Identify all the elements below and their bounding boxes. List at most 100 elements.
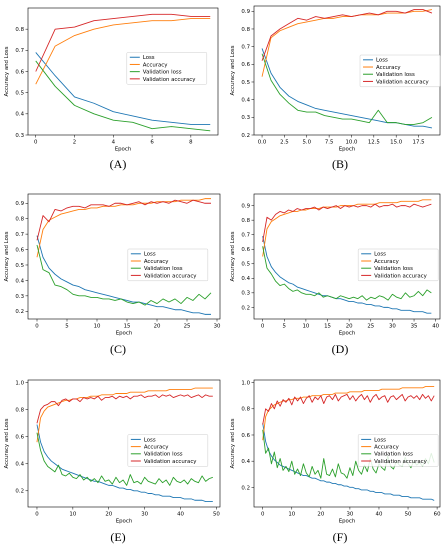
chart-a-legend-label: Validation loss <box>143 70 182 76</box>
chart-c-ylabel: Accuracy and Loss <box>4 231 10 281</box>
chart-e-legend-label: Loss <box>144 437 156 443</box>
chart-f-ytick-label: 0.8 <box>241 407 250 413</box>
chart-f-legend-label: Accuracy <box>374 445 399 451</box>
chart-b-xlabel: Epoch <box>339 147 356 153</box>
chart-b-xtick-label: 15.0 <box>390 140 403 146</box>
chart-d-series-line-2 <box>262 246 432 301</box>
chart-b-ytick-label: 0.6 <box>241 62 250 68</box>
chart-f-xtick-label: 40 <box>376 512 383 518</box>
chart-a-ytick-label: 0.5 <box>15 91 24 97</box>
chart-d-ytick-label: 0.7 <box>241 233 250 239</box>
chart-a-ytick-label: 0.3 <box>15 133 24 139</box>
chart-panel-e: 0 10 20 30 40 50 0.2 0.4 0.6 0.8 1.0 Epoch Accuracy … <box>0 368 223 528</box>
chart-panel-a: 0 2 4 6 8 0.3 0.4 0.5 0.6 0.7 0.8 Epoch Accuracy and… <box>0 0 223 158</box>
chart-f-ytick-label: 0.2 <box>241 485 250 491</box>
chart-b-legend-label: Validation loss <box>376 72 415 78</box>
chart-panel-c: 0 5 10 15 20 25 30 0.2 0.3 0.4 0.5 0.6 0.7 0.8 0.9 Epoc… <box>0 182 223 342</box>
chart-d-xlabel: Epoch <box>339 331 356 337</box>
chart-c-ytick-label: 0.5 <box>15 263 24 269</box>
chart-c-ytick-label: 0.2 <box>15 309 24 315</box>
chart-a-ylabel: Accuracy and Loss <box>4 46 10 96</box>
chart-d-ytick-label: 0.8 <box>241 218 250 224</box>
chart-d-xtick-label: 5 <box>283 324 286 330</box>
chart-d-ylabel: Accuracy and Loss <box>230 231 236 281</box>
chart-a-xlabel: Epoch <box>115 147 132 153</box>
chart-f-svg: 0 10 20 30 40 50 60 0.2 0.4 0.6 0.8 1.0 Epoch Accurac… <box>230 379 441 525</box>
chart-d-xtick-label: 30 <box>389 324 396 330</box>
chart-b-ytick-label: 0.3 <box>241 115 250 121</box>
chart-f-legend-label: Validation loss <box>374 452 413 458</box>
chart-e-legend-label: Validation loss <box>144 452 183 458</box>
chart-d-series-line-3 <box>262 203 432 243</box>
chart-e-xtick-label: 20 <box>105 512 112 518</box>
chart-e-legend-box <box>127 434 209 467</box>
chart-b-ytick-label: 0.4 <box>241 98 250 104</box>
chart-e-series-line-0 <box>36 424 213 503</box>
chart-a-xtick-label: 2 <box>73 140 76 146</box>
chart-c-series-line-0 <box>36 235 211 315</box>
caption-e: (E) <box>110 530 126 544</box>
chart-b-xtick-label: 17.5 <box>413 140 425 146</box>
chart-e-ytick-label: 0.4 <box>15 462 24 468</box>
chart-e-ytick-label: 1.0 <box>15 381 24 387</box>
chart-b-ytick-label: 0.8 <box>241 27 250 33</box>
chart-f-xtick-label: 30 <box>346 512 353 518</box>
chart-c-xtick-label: 10 <box>94 324 101 330</box>
chart-c-xtick-label: 5 <box>65 324 68 330</box>
chart-a-legend-label: Accuracy <box>143 62 168 68</box>
chart-b-ytick-label: 0.7 <box>241 45 250 51</box>
chart-a-xtick-label: 0 <box>34 140 38 146</box>
chart-f-xtick-label: 0 <box>261 512 265 518</box>
chart-a-ytick-label: 0.8 <box>15 27 24 33</box>
chart-e-ytick-label: 0.8 <box>15 408 24 414</box>
chart-d-ytick-label: 0.3 <box>241 291 250 297</box>
chart-a-legend-box <box>126 52 208 85</box>
caption-c: (C) <box>110 342 126 356</box>
chart-d-ytick-label: 0.9 <box>241 204 250 210</box>
chart-d-ytick-label: 0.4 <box>241 276 250 282</box>
chart-e-ytick-label: 0.2 <box>15 489 24 495</box>
chart-f-ytick-label: 1.0 <box>241 381 250 387</box>
chart-b-xtick-label: 7.5 <box>325 140 334 146</box>
chart-c-legend-label: Loss <box>144 252 156 258</box>
chart-e-xtick-label: 10 <box>69 512 76 518</box>
chart-d-xtick-label: 15 <box>324 324 331 330</box>
chart-d-legend-label: Validation loss <box>374 266 413 272</box>
chart-c-legend-label: Validation loss <box>144 266 183 272</box>
chart-a-series-line-0 <box>35 52 211 125</box>
chart-a-ytick-label: 0.4 <box>15 112 24 118</box>
chart-d-ytick-label: 0.2 <box>241 305 250 311</box>
chart-d-ytick-label: 0.6 <box>241 247 250 253</box>
chart-b-xtick-label: 10.0 <box>345 140 358 146</box>
chart-c-ytick-label: 0.9 <box>15 201 24 207</box>
chart-e-legend-label: Accuracy <box>144 445 169 451</box>
chart-a-ytick-label: 0.7 <box>15 48 24 54</box>
chart-panel-d: 0 5 10 15 20 25 30 35 40 0.2 0.3 0.4 0.5 0.6 0.7 0.8 0.9… <box>224 182 446 342</box>
chart-c-ytick-label: 0.4 <box>15 278 24 284</box>
chart-a-svg: 0 2 4 6 8 0.3 0.4 0.5 0.6 0.7 0.8 Epoch Accuracy and… <box>4 7 219 153</box>
chart-f-legend-label: Loss <box>374 437 386 443</box>
chart-f-series-line-3 <box>262 393 435 425</box>
chart-d-legend-box <box>357 248 439 282</box>
chart-e-xlabel: Epoch <box>116 519 133 525</box>
chart-f-ytick-label: 0.6 <box>241 433 250 439</box>
chart-d-svg: 0 5 10 15 20 25 30 35 40 0.2 0.3 0.4 0.5 0.6 0.7 0.8 0.9… <box>230 193 441 337</box>
chart-f-xlabel: Epoch <box>339 519 356 525</box>
chart-e-ylabel: Accuracy and Loss <box>4 418 10 468</box>
chart-d-xtick-label: 40 <box>432 324 439 330</box>
chart-e-series-line-1 <box>36 387 213 443</box>
chart-f-xtick-label: 60 <box>434 512 441 518</box>
chart-b-legend-label: Accuracy <box>376 65 401 71</box>
chart-f-ytick-label: 0.4 <box>241 459 250 465</box>
chart-b-ytick-label: 0.5 <box>241 80 250 86</box>
chart-e-series-line-2 <box>36 432 213 486</box>
chart-panel-f: 0 10 20 30 40 50 60 0.2 0.4 0.6 0.8 1.0 Epoch Accurac… <box>224 368 446 528</box>
chart-d-xtick-label: 25 <box>367 324 374 330</box>
chart-a-series-line-2 <box>35 60 211 132</box>
chart-b-series-line-2 <box>261 53 433 125</box>
chart-b-xtick-label: 0.0 <box>258 140 267 146</box>
chart-e-series-line-3 <box>36 394 213 424</box>
chart-a-series-line-3 <box>35 13 211 72</box>
chart-c-legend-box <box>127 248 209 282</box>
chart-c-legend-label: Accuracy <box>144 259 169 265</box>
